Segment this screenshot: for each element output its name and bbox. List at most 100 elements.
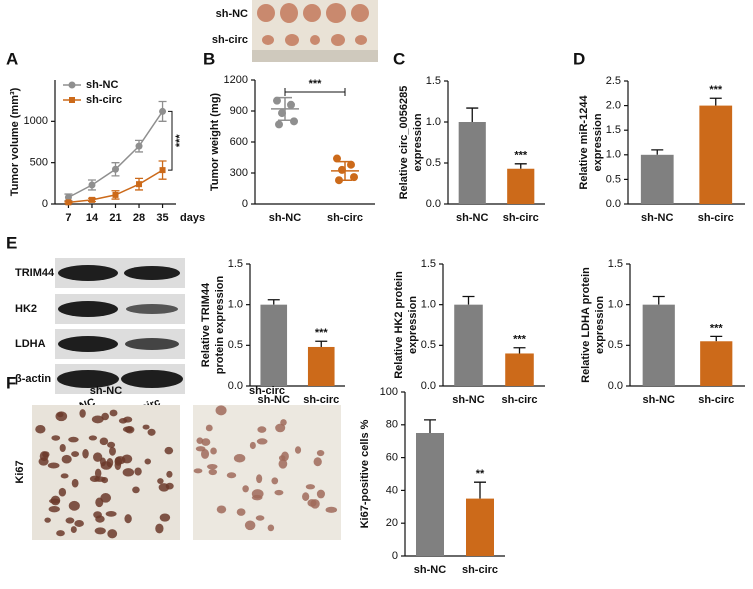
- y-tick-label: 0.5: [426, 157, 441, 169]
- cell: [316, 449, 325, 457]
- marker: [64, 193, 72, 201]
- cell: [71, 478, 79, 488]
- x-tick-label: sh-NC: [258, 394, 290, 406]
- y-tick-label: 0.0: [228, 380, 243, 392]
- y-tick-label: 1200: [224, 74, 248, 86]
- cell: [94, 527, 106, 535]
- cell: [35, 425, 46, 434]
- significance: ***: [174, 134, 186, 148]
- point: [333, 154, 341, 163]
- point: [338, 165, 346, 174]
- cell: [82, 448, 89, 459]
- point: [347, 160, 355, 169]
- cell: [201, 438, 211, 446]
- cell: [144, 458, 152, 465]
- significance-bracket: [284, 88, 346, 96]
- y-tick-label: 1.0: [426, 116, 441, 128]
- tumor-photo: [252, 0, 378, 62]
- y-tick-label: 0.5: [421, 339, 436, 351]
- cell: [200, 449, 210, 459]
- cell: [215, 405, 227, 416]
- bar: [458, 122, 486, 204]
- bar: [454, 304, 483, 386]
- cell: [79, 409, 86, 418]
- y-axis-label: protein expression: [214, 276, 226, 375]
- cell: [275, 423, 286, 433]
- y-tick-label: 2.5: [606, 75, 621, 87]
- cell: [59, 444, 66, 453]
- cell: [99, 437, 109, 446]
- error-bar: [513, 347, 526, 354]
- cell: [100, 493, 112, 503]
- x-tick-label: 7: [65, 212, 71, 224]
- cell: [124, 514, 132, 524]
- significance: ***: [710, 322, 724, 334]
- y-tick-label: 300: [230, 167, 248, 179]
- cell: [278, 459, 288, 469]
- panel-label: F: [6, 373, 16, 392]
- cell: [39, 451, 49, 462]
- cell: [70, 526, 77, 533]
- marker: [136, 181, 143, 188]
- significance-bracket: [168, 110, 173, 171]
- y-axis-label: Relative LDHA protein: [580, 267, 592, 383]
- cell: [68, 500, 80, 511]
- cell: [58, 487, 67, 497]
- y-tick-label: 500: [30, 157, 48, 169]
- y-tick-label: 0.5: [228, 339, 243, 351]
- point: [278, 109, 286, 118]
- legend-marker: [68, 81, 76, 89]
- y-axis-label: Relative circ_0056285: [398, 86, 410, 200]
- cell: [274, 489, 284, 496]
- y-tick-label: 0.5: [606, 173, 621, 185]
- x-axis-label: days: [180, 212, 205, 224]
- y-tick-label: 1.0: [608, 299, 623, 311]
- x-tick-label: 35: [156, 212, 168, 224]
- panel-label: C: [393, 49, 405, 68]
- error-bar: [514, 163, 527, 169]
- marker: [112, 165, 119, 173]
- cell: [255, 515, 265, 521]
- y-tick-label: 0.0: [421, 380, 436, 392]
- cell: [94, 476, 106, 482]
- y-tick-label: 0.5: [608, 339, 623, 351]
- cell: [51, 435, 61, 441]
- cell: [122, 468, 135, 477]
- cell: [68, 436, 79, 443]
- error-bar: [474, 481, 486, 499]
- significance: ***: [309, 78, 323, 90]
- x-tick-label: sh-circ: [462, 564, 498, 576]
- y-tick-label: 60: [386, 452, 398, 464]
- cell: [195, 446, 206, 452]
- y-tick-label: 1.0: [421, 299, 436, 311]
- point: [287, 100, 295, 109]
- cell: [242, 485, 249, 493]
- y-tick-label: 0: [42, 198, 48, 210]
- x-tick-label: 14: [86, 212, 99, 224]
- y-axis-label: expression: [592, 113, 604, 171]
- y-axis-label: Relative TRIM44: [200, 282, 212, 367]
- y-tick-label: 1.5: [426, 75, 441, 87]
- y-tick-label: 100: [380, 386, 398, 398]
- cell: [208, 468, 218, 476]
- point: [275, 120, 283, 129]
- sd-bar: [278, 96, 292, 122]
- y-tick-label: 1.5: [606, 124, 621, 136]
- error-bar: [651, 149, 664, 155]
- cell: [316, 489, 325, 499]
- bar: [700, 341, 733, 386]
- photo-row-label: sh-circ: [212, 34, 248, 46]
- legend-label: sh-NC: [86, 79, 118, 91]
- x-tick-label: sh-NC: [456, 212, 488, 224]
- blot-label: HK2: [15, 303, 37, 315]
- cell: [50, 495, 61, 506]
- significance: ***: [709, 84, 723, 96]
- x-tick-label: sh-NC: [414, 564, 446, 576]
- y-tick-label: 20: [386, 517, 398, 529]
- cell: [165, 482, 174, 490]
- cell: [93, 452, 103, 462]
- marker: [65, 199, 72, 206]
- cell: [294, 446, 302, 454]
- cell: [100, 461, 112, 470]
- cell: [310, 499, 320, 509]
